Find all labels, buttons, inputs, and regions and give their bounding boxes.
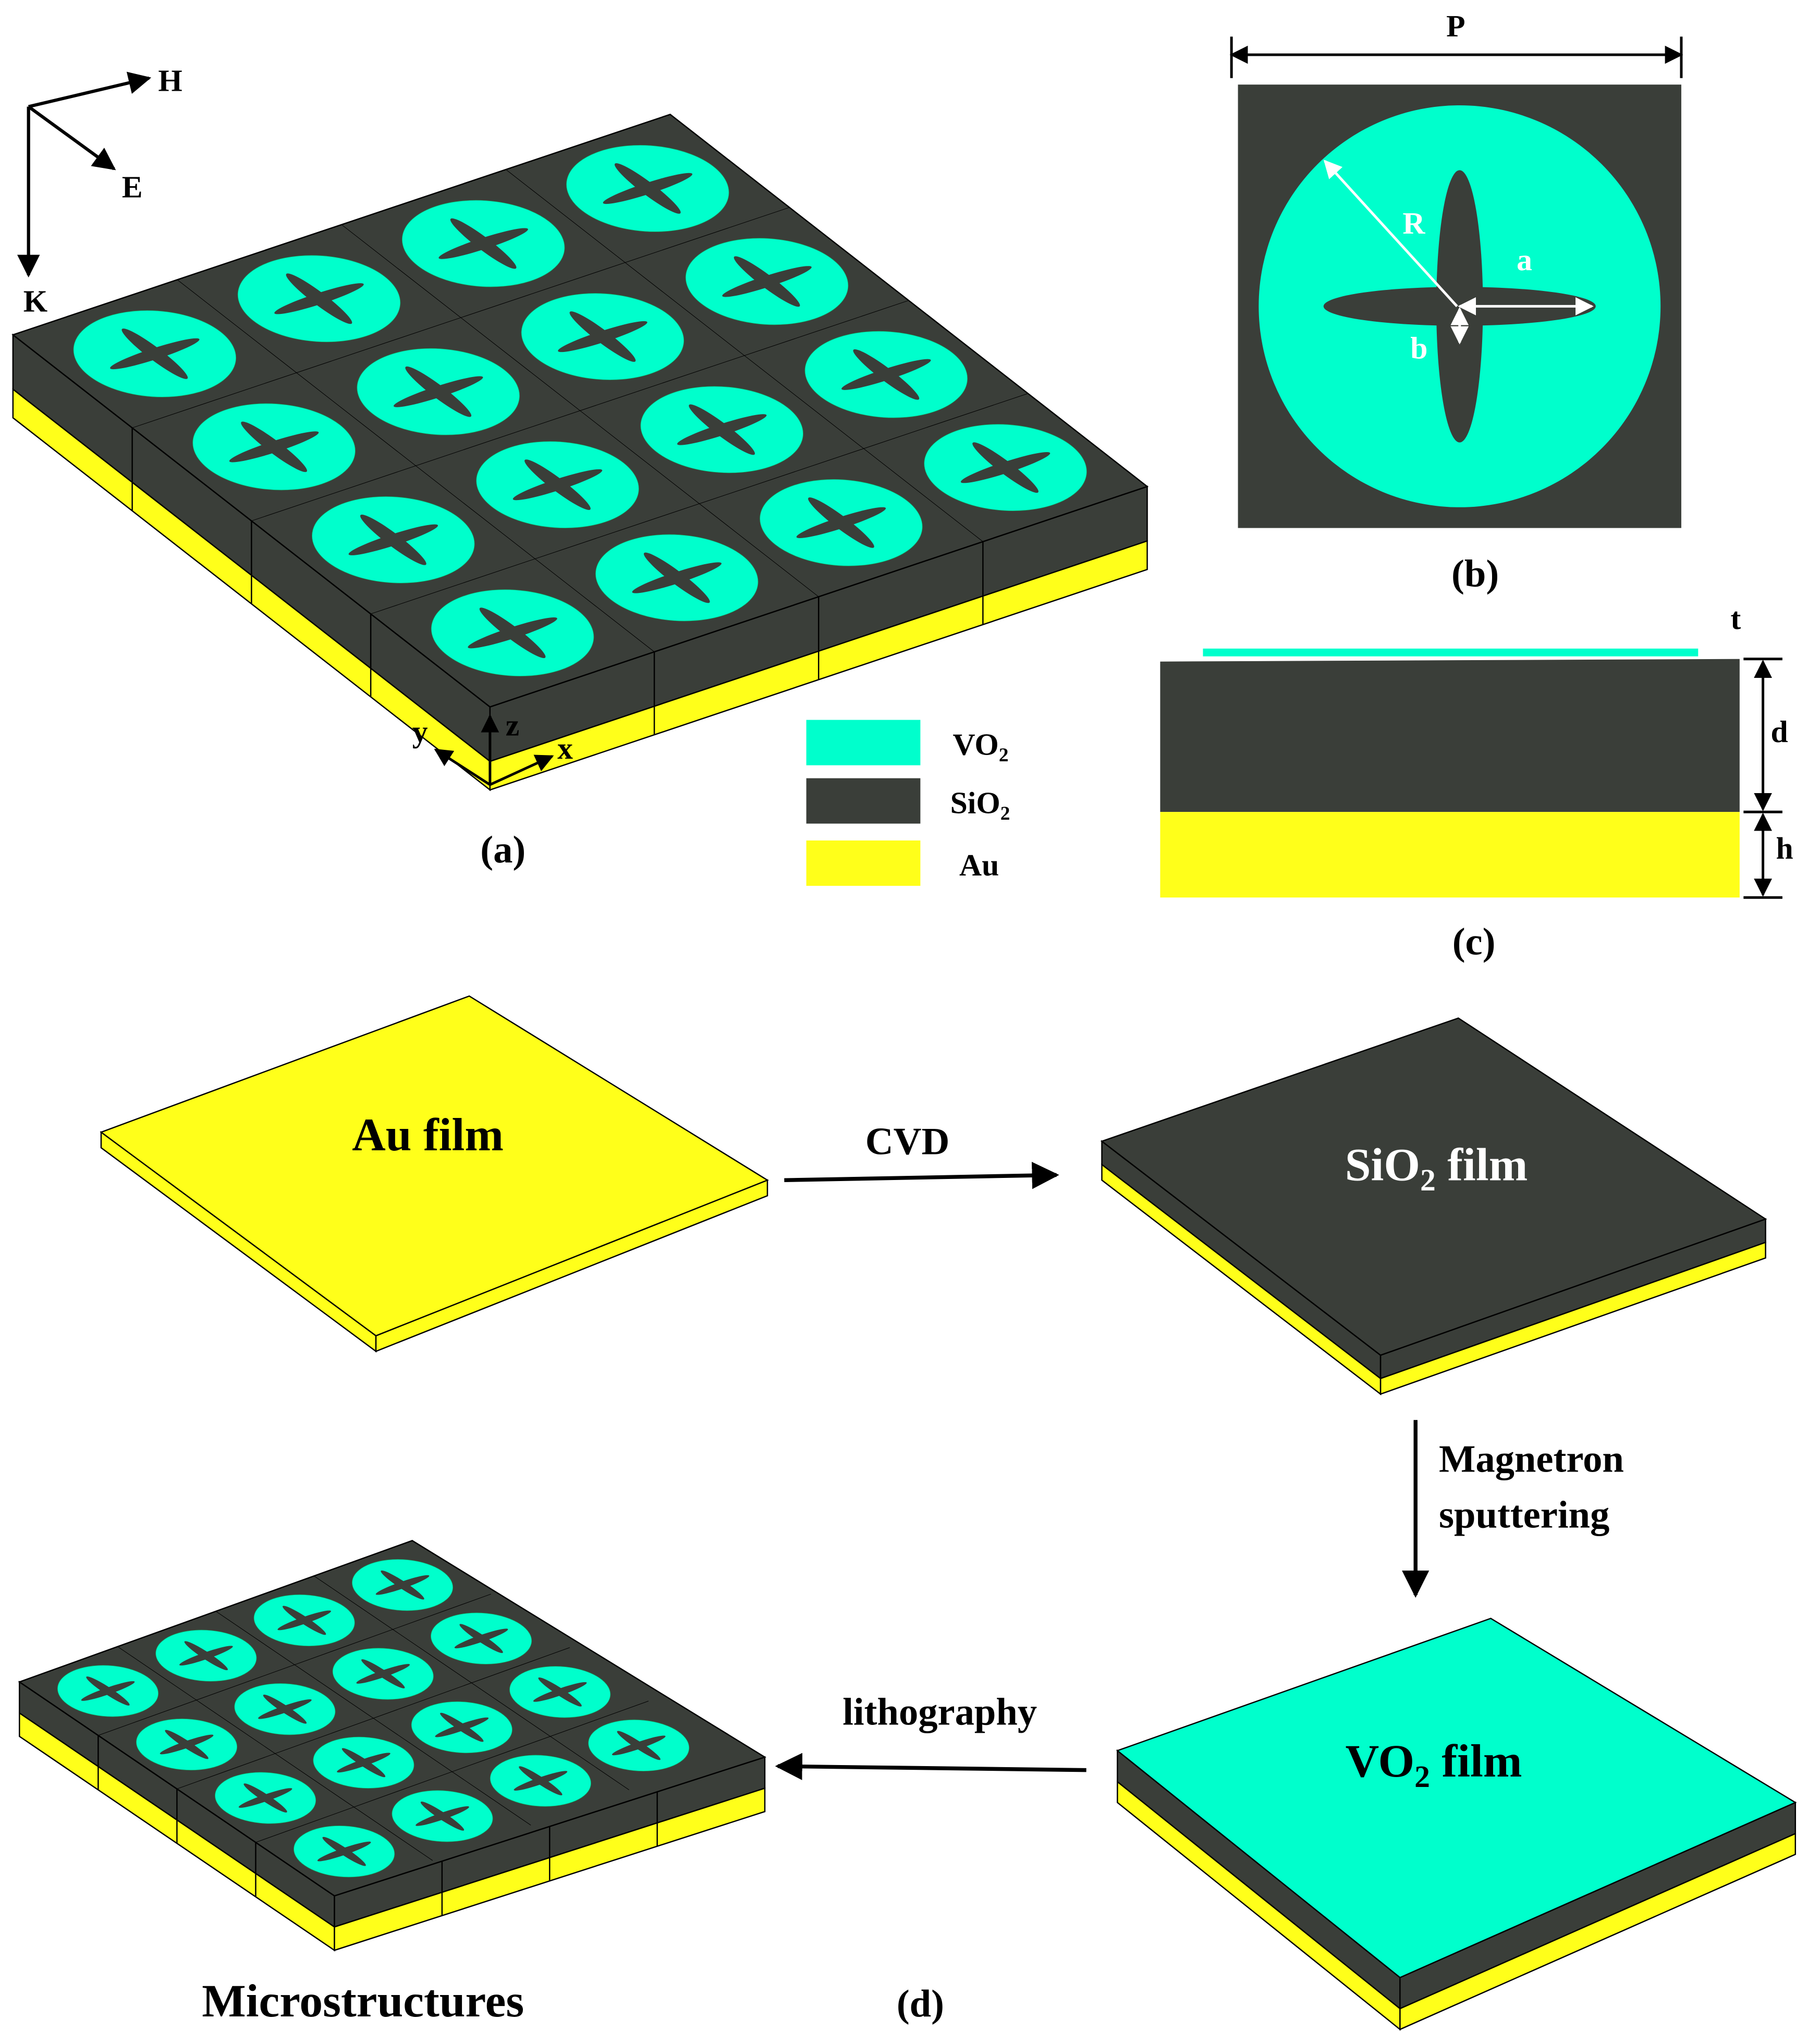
process-label: lithography	[842, 1691, 1037, 1734]
slab	[1100, 1017, 1767, 1396]
step-label: Microstructures	[202, 1975, 524, 2027]
cell-line	[255, 1701, 648, 1842]
slot	[796, 507, 886, 538]
slot	[375, 1575, 430, 1595]
slot	[110, 338, 200, 370]
panel-label: (d)	[897, 1983, 944, 2025]
x-label: x	[557, 731, 573, 765]
step-label: VO2 film	[1346, 1735, 1522, 1794]
slot	[438, 228, 528, 259]
slot	[841, 359, 931, 390]
panel-label: (c)	[1452, 921, 1496, 964]
legend-swatch	[806, 778, 921, 824]
h-label: h	[1776, 831, 1793, 866]
slot	[277, 1610, 332, 1631]
slot	[274, 283, 364, 314]
slot	[416, 1806, 469, 1826]
slot	[558, 321, 648, 352]
slot	[179, 1646, 233, 1666]
slab	[1116, 1617, 1797, 2031]
cell-line	[314, 1576, 629, 1790]
slot	[394, 376, 483, 407]
slot	[603, 173, 693, 204]
coord-axes	[434, 714, 554, 786]
cell-line	[341, 225, 819, 597]
r-label: R	[1402, 206, 1425, 240]
slot	[435, 1717, 489, 1737]
d-label: d	[1771, 714, 1788, 749]
slot	[632, 562, 722, 593]
dimension-lines	[1743, 658, 1782, 899]
panel-label: (b)	[1451, 552, 1499, 595]
legend-label: Au	[959, 848, 999, 882]
slot	[348, 524, 438, 555]
step-label: Au film	[352, 1109, 504, 1161]
slot	[258, 1699, 312, 1719]
slot	[612, 1735, 666, 1756]
wave-axes	[17, 71, 152, 278]
slab	[13, 114, 1147, 789]
slot	[337, 1753, 390, 1773]
slot	[533, 1682, 587, 1702]
slot	[722, 266, 812, 297]
top-face	[1100, 1017, 1767, 1356]
legend-swatch	[806, 840, 921, 886]
step-label: SiO2 film	[1345, 1139, 1528, 1197]
z-label: z	[506, 708, 519, 742]
legend-label: SiO2	[950, 786, 1010, 824]
slab	[19, 1541, 765, 1951]
legend-label: VO2	[953, 727, 1009, 766]
t-label: t	[1730, 602, 1741, 636]
process-label: CVD	[865, 1121, 950, 1163]
slab	[100, 995, 769, 1353]
array	[19, 1541, 727, 1896]
cell-line	[371, 394, 1028, 614]
slot	[677, 414, 767, 445]
top-face	[1116, 1617, 1797, 1978]
vo2-layer	[1203, 648, 1699, 656]
process-arrow	[784, 1162, 1059, 1189]
panel-label: (a)	[480, 829, 526, 871]
dimension-lines	[1229, 37, 1683, 345]
au-layer	[1160, 812, 1740, 898]
cell-line	[216, 1611, 531, 1825]
slot	[238, 1788, 292, 1808]
top-face	[18, 1540, 766, 1897]
p-label: P	[1446, 9, 1465, 43]
shapes	[13, 114, 1797, 2031]
array	[13, 114, 1147, 707]
slot	[81, 1681, 135, 1701]
process-label: Magnetron	[1439, 1438, 1624, 1481]
slot	[960, 452, 1051, 483]
e-label: E	[122, 170, 143, 204]
side-face	[1379, 1241, 1766, 1395]
top-face	[100, 995, 769, 1337]
a-label: a	[1517, 242, 1532, 277]
h-label: H	[158, 64, 182, 98]
slot	[454, 1628, 508, 1649]
slot	[317, 1841, 371, 1862]
legend-swatch	[806, 720, 921, 765]
k-label: K	[23, 284, 47, 318]
slot	[468, 617, 557, 649]
slot	[229, 431, 319, 463]
y-label: y	[412, 714, 428, 749]
side-face	[1399, 1832, 1797, 2030]
cell-line	[506, 169, 983, 542]
slot	[356, 1664, 410, 1684]
sio2-layer	[1160, 659, 1740, 812]
b-label: b	[1410, 331, 1427, 365]
process-arrow	[775, 1753, 1086, 1780]
slot	[512, 469, 603, 501]
slot	[514, 1771, 568, 1791]
process-label: sputtering	[1439, 1494, 1609, 1537]
slot	[160, 1734, 214, 1755]
